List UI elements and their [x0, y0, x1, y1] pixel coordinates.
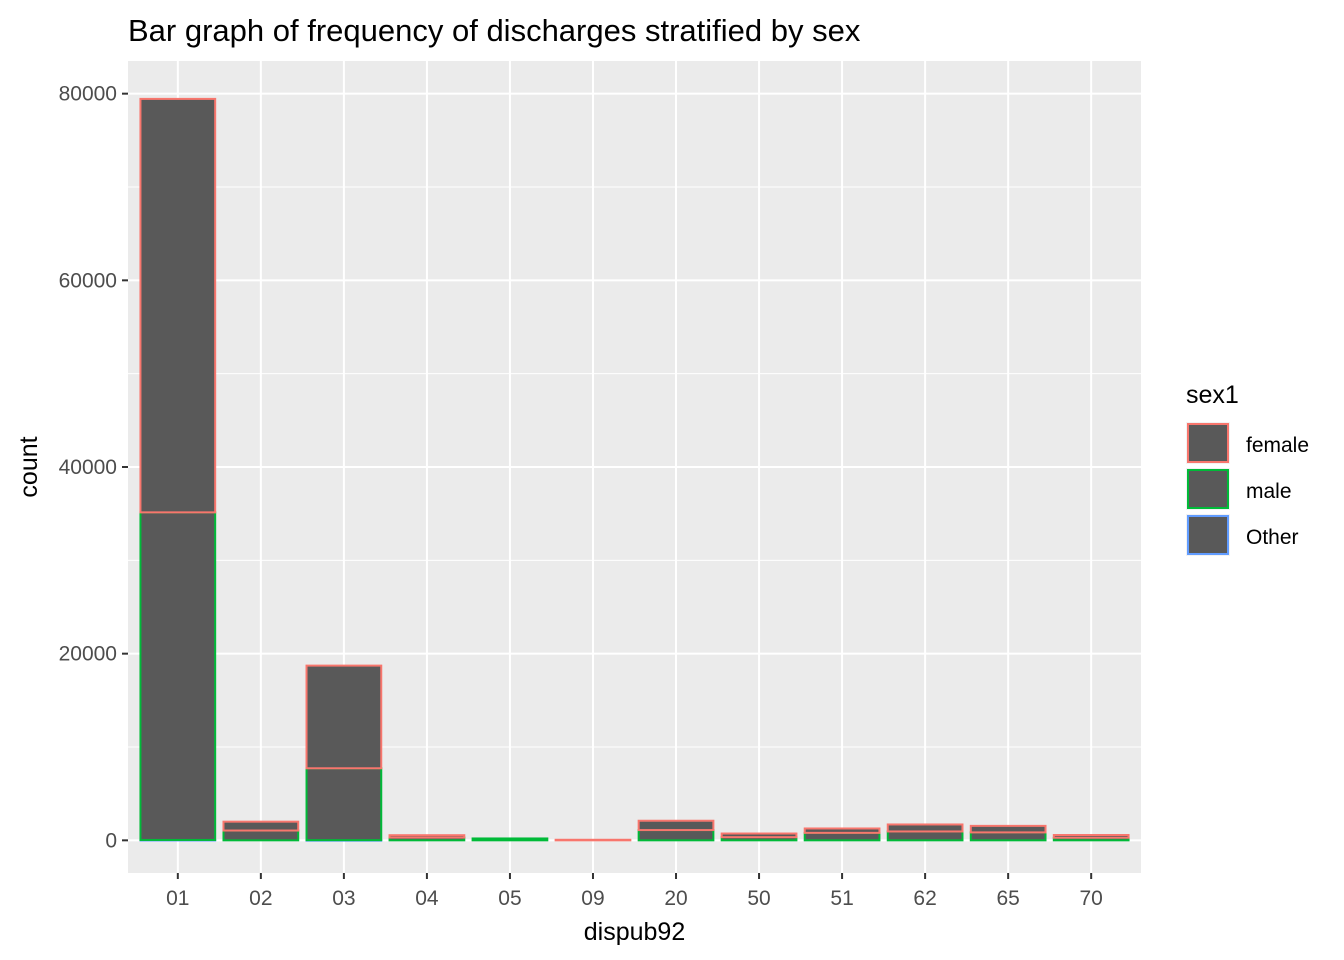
bar-segment-female-04: [388, 834, 466, 839]
bar-segment-male-05: [471, 837, 549, 842]
legend-key-other: [1187, 515, 1229, 555]
legend-label-other: Other: [1246, 526, 1299, 549]
bar-segment-male-20: [637, 829, 715, 842]
bar-segment-female-51: [803, 827, 881, 834]
legend-key-female: [1187, 423, 1229, 463]
bar-segment-male-02: [222, 829, 300, 842]
legend-items: female male Other: [1186, 422, 1309, 556]
x-tick-label: 51: [830, 887, 853, 910]
x-axis-ticks: 01 02 03 04 05 09 20 50 51 62 65 70: [166, 873, 1103, 910]
x-axis-title: dispub92: [584, 918, 685, 946]
legend-key-male: [1187, 469, 1229, 509]
x-tick-label: 70: [1080, 887, 1103, 910]
y-tick-label: 20000: [59, 643, 117, 666]
bar-segment-male-62: [886, 830, 964, 842]
bar-segment-female-09: [554, 838, 632, 842]
bar-segment-female-65: [969, 824, 1047, 834]
bar-segment-female-20: [637, 819, 715, 832]
bar-segment-male-51: [803, 831, 881, 842]
bar-segment-female-62: [886, 823, 964, 833]
x-tick-label: 04: [415, 887, 439, 910]
bar-segment-male-01: [139, 511, 217, 841]
bar-segment-female-50: [720, 832, 798, 839]
bar-segment-female-02: [222, 820, 300, 832]
legend-title: sex1: [1186, 381, 1239, 409]
bar-segment-male-65: [969, 831, 1047, 842]
x-tick-label: 50: [747, 887, 770, 910]
bar-segment-female-01: [139, 97, 217, 514]
bar-segment-female-70: [1052, 834, 1130, 839]
bar-segment-male-03: [305, 767, 383, 842]
x-tick-label: 01: [166, 887, 189, 910]
y-tick-label: 80000: [59, 83, 117, 106]
y-axis-ticks: 0 20000 40000 60000 80000: [59, 83, 128, 852]
x-tick-label: 20: [664, 887, 687, 910]
x-tick-label: 02: [249, 887, 272, 910]
x-tick-label: 65: [996, 887, 1019, 910]
minor-gridlines: [128, 186, 1141, 748]
legend: sex1 female male Other: [1186, 381, 1309, 556]
legend-label-female: female: [1246, 434, 1309, 457]
y-axis-title: count: [15, 436, 43, 497]
y-tick-label: 0: [105, 829, 117, 852]
x-tick-label: 03: [332, 887, 355, 910]
x-tick-label: 62: [913, 887, 936, 910]
x-tick-label: 09: [581, 887, 604, 910]
bar-segment-female-03: [305, 664, 383, 770]
y-tick-label: 60000: [59, 269, 117, 292]
y-tick-label: 40000: [59, 456, 117, 479]
bar-stacks: [139, 97, 1130, 842]
chart-title: Bar graph of frequency of discharges str…: [128, 13, 861, 48]
x-tick-label: 05: [498, 887, 521, 910]
legend-label-male: male: [1246, 480, 1292, 503]
